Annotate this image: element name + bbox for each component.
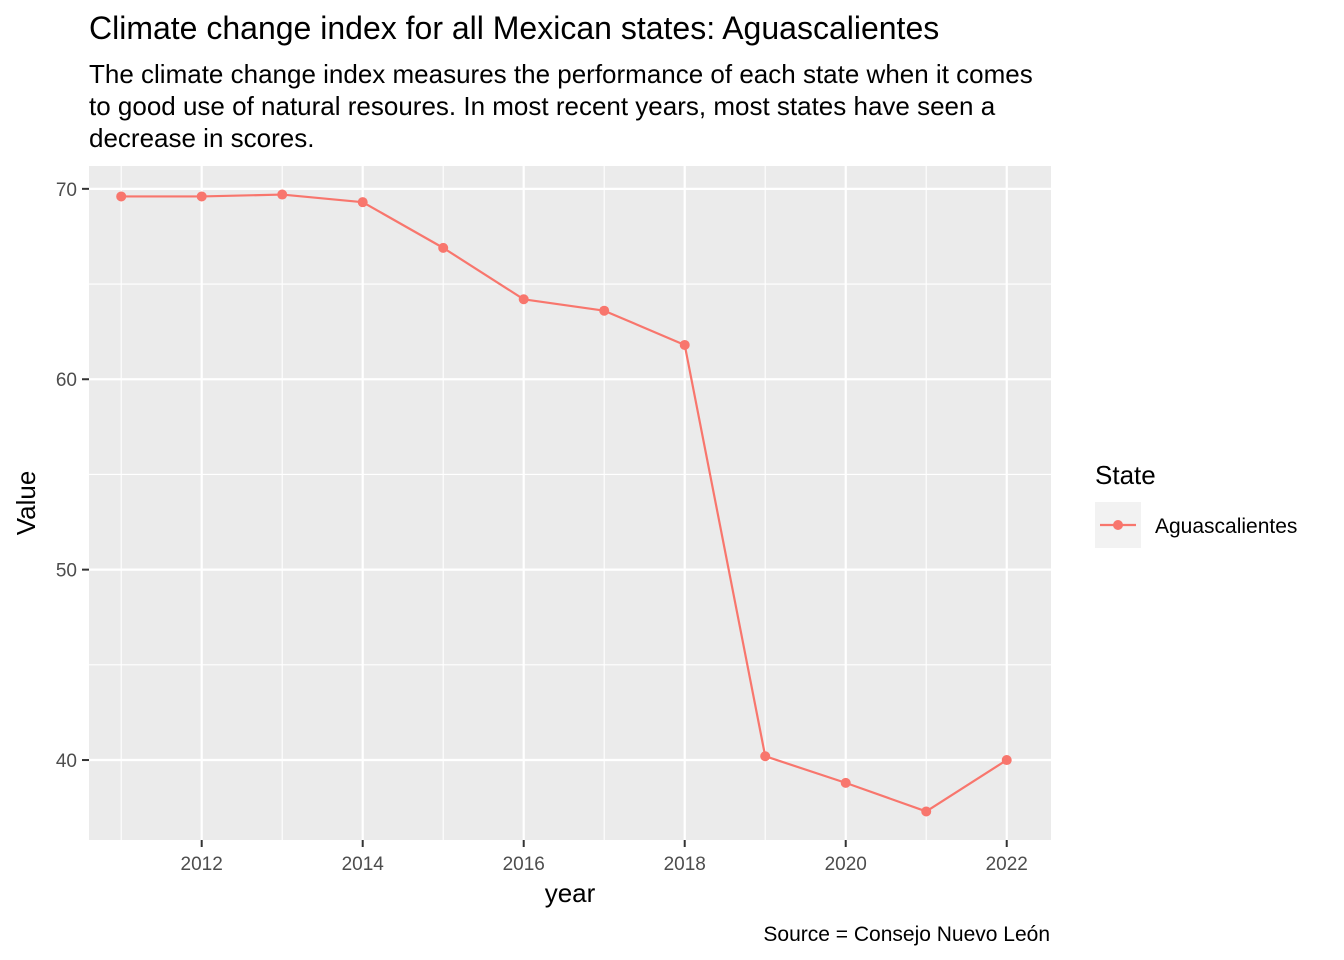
- data-point: [679, 339, 690, 350]
- y-axis: 40 50 60 70: [56, 180, 89, 772]
- legend: State Aguascalientes: [1095, 460, 1297, 548]
- major-gridlines: [89, 166, 1051, 840]
- series-layer: [116, 189, 1012, 817]
- y-tick-label: 60: [56, 370, 77, 391]
- x-tick-label: 2014: [342, 854, 385, 875]
- x-tick-label: 2020: [825, 854, 867, 875]
- plot-panel: [89, 166, 1051, 840]
- x-tick-label: 2022: [986, 854, 1028, 875]
- data-point: [438, 242, 449, 253]
- chart-subtitle-line-1: The climate change index measures the pe…: [89, 59, 1033, 89]
- x-tick-label: 2016: [503, 854, 545, 875]
- chart-subtitle-line-3: decrease in scores.: [89, 123, 315, 153]
- chart-subtitle-line-2: to good use of natural resoures. In most…: [89, 91, 996, 121]
- data-point: [277, 189, 288, 200]
- x-tick-label: 2018: [664, 854, 706, 875]
- x-axis: 2012 2014 2016 2018 2020 2022: [181, 840, 1028, 875]
- y-tick-label: 50: [56, 561, 77, 582]
- legend-label-aguascalientes: Aguascalientes: [1155, 515, 1297, 538]
- data-point: [196, 191, 207, 202]
- y-tick-label: 40: [56, 751, 77, 772]
- data-point: [1001, 755, 1012, 766]
- data-point: [116, 191, 127, 202]
- data-point: [840, 777, 851, 788]
- legend-title: State: [1095, 460, 1156, 490]
- minor-gridlines: [89, 166, 1051, 840]
- y-axis-title: Value: [11, 471, 41, 536]
- x-axis-title: year: [545, 878, 596, 908]
- source-caption: Source = Consejo Nuevo León: [763, 923, 1050, 946]
- data-point: [760, 751, 771, 762]
- data-point: [518, 294, 529, 305]
- y-tick-label: 70: [56, 180, 77, 201]
- chart-subtitle: The climate change index measures the pe…: [89, 58, 1189, 154]
- x-tick-label: 2012: [181, 854, 223, 875]
- legend-key-point: [1113, 520, 1123, 530]
- data-point: [921, 806, 932, 817]
- data-point: [599, 305, 610, 316]
- series-line: [121, 193, 1008, 813]
- chart-title: Climate change index for all Mexican sta…: [89, 10, 940, 46]
- data-point: [357, 197, 368, 208]
